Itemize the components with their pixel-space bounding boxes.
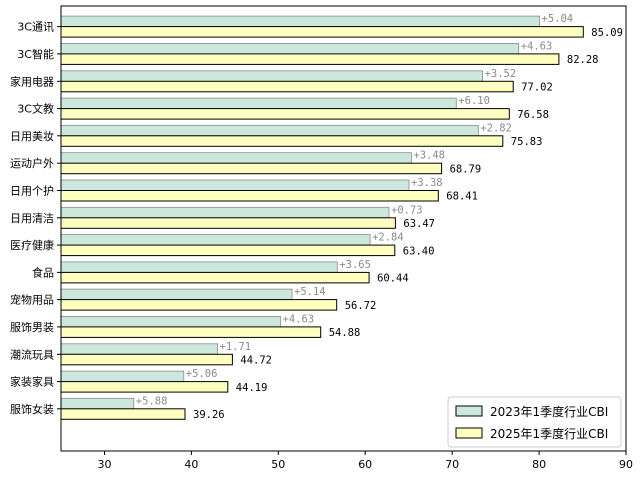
- bar-2023: [60, 288, 293, 301]
- legend-swatch-2025: [455, 427, 483, 439]
- legend: 2023年1季度行业CBI 2025年1季度行业CBI: [447, 396, 622, 448]
- bar-2023: [60, 370, 185, 383]
- x-tick-label: 50: [271, 458, 285, 471]
- x-tick-label: 30: [98, 458, 112, 471]
- value-label-2025: 54.88: [329, 327, 361, 339]
- bar-2025: [60, 353, 233, 366]
- diff-label: +6.10: [458, 95, 490, 107]
- x-tick-label: 70: [445, 458, 459, 471]
- value-label-2025: 82.28: [567, 54, 599, 66]
- diff-label: +1.71: [220, 341, 252, 353]
- diff-label: +5.06: [186, 368, 218, 380]
- diff-label: +4.63: [283, 313, 315, 325]
- bar-2025: [60, 299, 338, 311]
- bar-2025: [60, 326, 322, 338]
- diff-label: +2.82: [480, 122, 512, 134]
- x-tick-label: 90: [619, 458, 633, 471]
- value-label-2025: 44.72: [240, 355, 272, 367]
- bar-2023: [60, 397, 135, 410]
- value-label-2025: 44.19: [236, 382, 268, 394]
- y-tick-label: 家用电器: [10, 74, 54, 88]
- y-tick-label: 日用个护: [10, 184, 54, 198]
- y-tick-label: 医疗健康: [10, 238, 54, 252]
- bar-2025: [60, 408, 186, 420]
- bar-2025: [60, 217, 396, 229]
- bar-2025: [60, 53, 560, 65]
- bars-layer: [60, 15, 584, 420]
- diff-label: +4.63: [521, 40, 553, 52]
- bar-2023: [60, 315, 281, 328]
- bar-2023: [60, 206, 390, 219]
- bar-2025: [60, 244, 396, 257]
- x-axis: 30 40 50 60 70 80 90: [98, 451, 633, 471]
- y-tick-label: 宠物用品: [10, 293, 54, 307]
- bar-2025: [60, 108, 510, 120]
- bar-2025: [60, 80, 514, 93]
- diff-label: +0.73: [391, 204, 423, 216]
- y-tick-label: 3C文教: [17, 102, 54, 116]
- bar-2023: [60, 261, 338, 273]
- value-label-2025: 56.72: [345, 300, 377, 312]
- value-label-2025: 68.41: [446, 191, 478, 203]
- x-tick-label: 80: [532, 458, 546, 471]
- bar-2023: [60, 15, 540, 28]
- value-label-2025: 77.02: [521, 82, 553, 94]
- bar-2023: [60, 70, 484, 82]
- diff-label: +3.48: [413, 150, 445, 162]
- value-label-2025: 63.47: [403, 218, 435, 230]
- diff-label: +3.38: [411, 177, 443, 189]
- bar-2025: [60, 271, 370, 284]
- value-label-2025: 76.58: [517, 109, 549, 121]
- diff-label: +2.84: [372, 232, 404, 244]
- y-tick-label: 家装家具: [10, 375, 54, 389]
- y-tick-label: 3C智能: [17, 47, 54, 61]
- y-tick-label: 服饰女装: [10, 402, 54, 416]
- bar-2023: [60, 152, 412, 164]
- value-label-2025: 39.26: [193, 409, 225, 421]
- bar-2023: [60, 234, 371, 246]
- diff-label: +3.52: [485, 68, 517, 80]
- plot-frame: [60, 5, 627, 452]
- value-label-2025: 75.83: [511, 136, 543, 148]
- diff-label: +5.14: [294, 286, 326, 298]
- legend-label-2023: 2023年1季度行业CBI: [490, 404, 608, 419]
- legend-label-2025: 2025年1季度行业CBI: [490, 426, 608, 441]
- x-tick-label: 60: [358, 458, 372, 471]
- value-label-2025: 63.40: [403, 245, 435, 257]
- y-tick-label: 潮流玩具: [10, 347, 54, 361]
- legend-box: [447, 396, 622, 448]
- y-tick-label: 服饰男装: [10, 320, 54, 334]
- y-tick-label: 食品: [32, 265, 54, 279]
- bar-2023: [60, 343, 218, 355]
- y-tick-label: 日用美妆: [10, 130, 54, 143]
- diff-label: +5.04: [542, 13, 574, 25]
- y-tick-label: 日用清洁: [10, 212, 54, 225]
- bar-2025: [60, 381, 229, 393]
- bar-2023: [60, 97, 457, 109]
- bar-2025: [60, 162, 443, 175]
- labels-layer: 85.09 +5.04 82.28 +4.63 77.02 +3.52 76.58 +6.10…: [136, 13, 623, 421]
- bar-2025: [60, 190, 439, 202]
- y-tick-label: 3C通讯: [17, 21, 54, 34]
- bar-2023: [60, 179, 410, 191]
- bar-2023: [60, 124, 479, 137]
- diff-label: +3.65: [339, 259, 371, 271]
- value-label-2025: 68.79: [450, 163, 482, 175]
- value-label-2025: 85.09: [591, 27, 623, 39]
- value-label-2025: 60.44: [377, 273, 409, 285]
- bar-2025: [60, 26, 584, 38]
- y-tick-label: 运动户外: [10, 156, 54, 170]
- diff-label: +5.88: [136, 395, 168, 407]
- bar-2023: [60, 43, 520, 55]
- bar-2025: [60, 135, 504, 147]
- legend-swatch-2023: [455, 405, 483, 417]
- x-tick-label: 40: [184, 458, 198, 471]
